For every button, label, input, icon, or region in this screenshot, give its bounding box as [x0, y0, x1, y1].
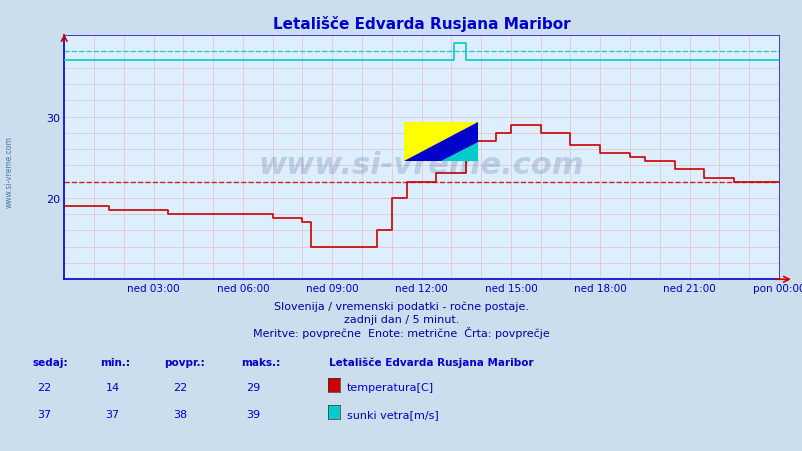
Text: 22: 22: [37, 382, 51, 392]
Text: temperatura[C]: temperatura[C]: [346, 382, 433, 392]
Text: 38: 38: [173, 409, 188, 419]
Text: 39: 39: [245, 409, 260, 419]
Text: 22: 22: [173, 382, 188, 392]
Text: 37: 37: [37, 409, 51, 419]
Title: Letališče Edvarda Rusjana Maribor: Letališče Edvarda Rusjana Maribor: [273, 16, 569, 32]
Text: Meritve: povprečne  Enote: metrične  Črta: povprečje: Meritve: povprečne Enote: metrične Črta:…: [253, 326, 549, 338]
Text: Slovenija / vremenski podatki - ročne postaje.: Slovenija / vremenski podatki - ročne po…: [273, 300, 529, 311]
Text: sunki vetra[m/s]: sunki vetra[m/s]: [346, 409, 438, 419]
Text: 14: 14: [105, 382, 119, 392]
Text: 29: 29: [245, 382, 260, 392]
Text: min.:: min.:: [100, 357, 130, 367]
Text: www.si-vreme.com: www.si-vreme.com: [258, 151, 584, 179]
Text: zadnji dan / 5 minut.: zadnji dan / 5 minut.: [343, 314, 459, 324]
Text: Letališče Edvarda Rusjana Maribor: Letališče Edvarda Rusjana Maribor: [329, 357, 533, 367]
Polygon shape: [403, 123, 477, 162]
Text: maks.:: maks.:: [241, 357, 280, 367]
Text: sedaj:: sedaj:: [32, 357, 67, 367]
Polygon shape: [440, 143, 477, 162]
Text: 37: 37: [105, 409, 119, 419]
Text: www.si-vreme.com: www.si-vreme.com: [5, 135, 14, 207]
Text: povpr.:: povpr.:: [164, 357, 205, 367]
